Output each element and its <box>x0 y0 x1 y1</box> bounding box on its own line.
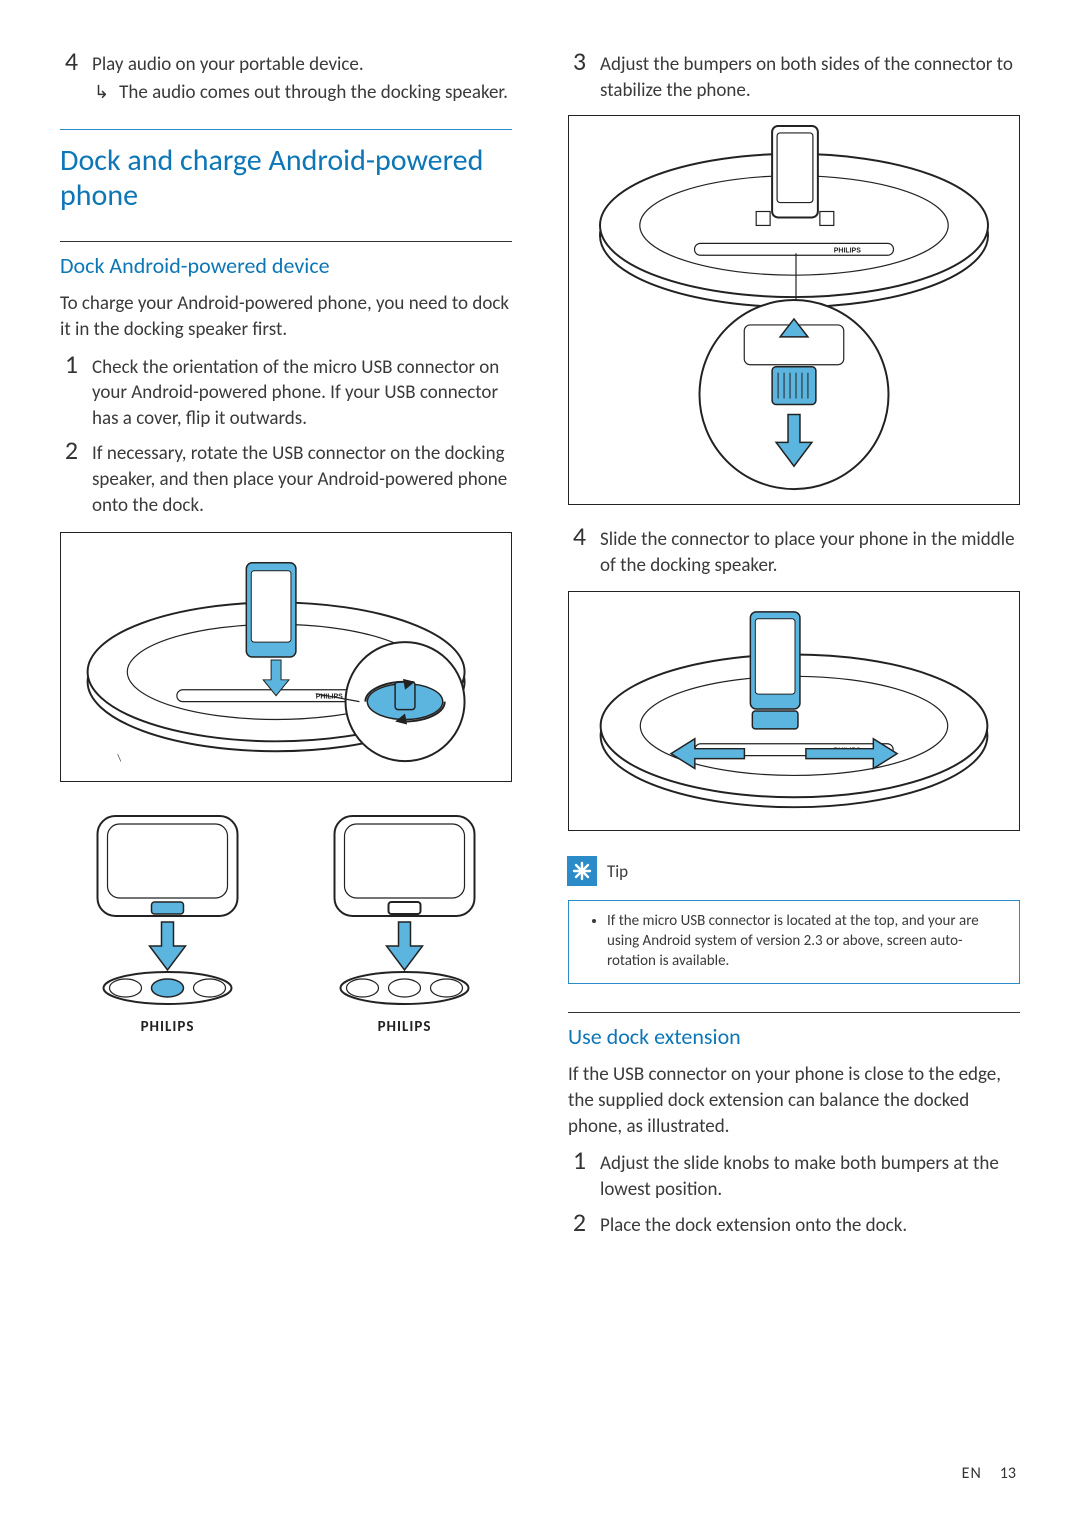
right-step-3: 3 Adjust the bumpers on both sides of th… <box>568 48 1020 103</box>
step-number: 3 <box>568 48 586 103</box>
footer-language: EN <box>962 1464 982 1483</box>
step-result: ↳ The audio comes out through the dockin… <box>92 80 508 106</box>
ext-step-1: 1 Adjust the slide knobs to make both bu… <box>568 1147 1020 1202</box>
footer-page-number: 13 <box>1000 1464 1016 1483</box>
svg-text:\: \ <box>116 753 121 765</box>
step-text: Play audio on your portable device. ↳ Th… <box>92 48 508 105</box>
step-text: Adjust the bumpers on both sides of the … <box>600 48 1020 103</box>
section-rule <box>60 129 512 130</box>
step-number: 4 <box>568 523 586 578</box>
brand-row: PHILIPS PHILIPS <box>60 1018 512 1036</box>
step-text: Slide the connector to place your phone … <box>600 523 1020 578</box>
result-arrow-icon: ↳ <box>94 80 109 106</box>
step-text: Place the dock extension onto the dock. <box>600 1209 907 1239</box>
tip-bullet: If the micro USB connector is located at… <box>607 911 1005 972</box>
svg-text:PHILIPS: PHILIPS <box>834 248 861 255</box>
left-step-2: 2 If necessary, rotate the USB connector… <box>60 437 512 518</box>
brand-label: PHILIPS <box>297 1018 512 1036</box>
two-column-layout: 4 Play audio on your portable device. ↳ … <box>60 48 1020 1244</box>
figure-slide-connector: PHILIPS <box>568 591 1020 831</box>
page-footer: EN 13 <box>962 1464 1016 1483</box>
left-step-1: 1 Check the orientation of the micro USB… <box>60 351 512 432</box>
step-text: If necessary, rotate the USB connector o… <box>92 437 512 518</box>
result-text: The audio comes out through the docking … <box>119 80 508 106</box>
intro-paragraph: To charge your Android-powered phone, yo… <box>60 291 512 342</box>
step-number: 2 <box>60 437 78 518</box>
ext-step-2: 2 Place the dock extension onto the dock… <box>568 1209 1020 1239</box>
right-step-4: 4 Slide the connector to place your phon… <box>568 523 1020 578</box>
brand-label: PHILIPS <box>60 1018 275 1036</box>
figure-dock-rotate-connector: PHILIPS \ <box>60 532 512 782</box>
subsection-title-extension: Use dock extension <box>568 1023 1020 1050</box>
step-text: Check the orientation of the micro USB c… <box>92 351 512 432</box>
step-number: 1 <box>60 351 78 432</box>
subsection-rule <box>60 241 512 242</box>
figure-usb-filled <box>60 798 275 1008</box>
right-column: 3 Adjust the bumpers on both sides of th… <box>568 48 1020 1244</box>
step-text-content: Play audio on your portable device. <box>92 53 364 76</box>
tip-box: Tip If the micro USB connector is locate… <box>568 853 1020 985</box>
tip-label: Tip <box>607 861 628 882</box>
tip-body: If the micro USB connector is located at… <box>569 900 1019 984</box>
figure-adjust-bumpers: PHILIPS <box>568 115 1020 505</box>
section-title: Dock and charge Android-powered phone <box>60 144 512 213</box>
step-number: 4 <box>60 48 78 105</box>
step-4-play-audio: 4 Play audio on your portable device. ↳ … <box>60 48 512 105</box>
step-number: 2 <box>568 1209 586 1239</box>
step-text: Adjust the slide knobs to make both bump… <box>600 1147 1020 1202</box>
step-number: 1 <box>568 1147 586 1202</box>
tip-header: Tip <box>568 853 1020 890</box>
extension-intro: If the USB connector on your phone is cl… <box>568 1062 1020 1139</box>
subsection-rule <box>568 1012 1020 1013</box>
left-column: 4 Play audio on your portable device. ↳ … <box>60 48 512 1244</box>
tip-asterisk-icon <box>567 856 597 886</box>
figure-pair-usb-orientation <box>60 798 512 1008</box>
figure-usb-outline <box>297 798 512 1008</box>
subsection-title: Dock Android-powered device <box>60 252 512 279</box>
